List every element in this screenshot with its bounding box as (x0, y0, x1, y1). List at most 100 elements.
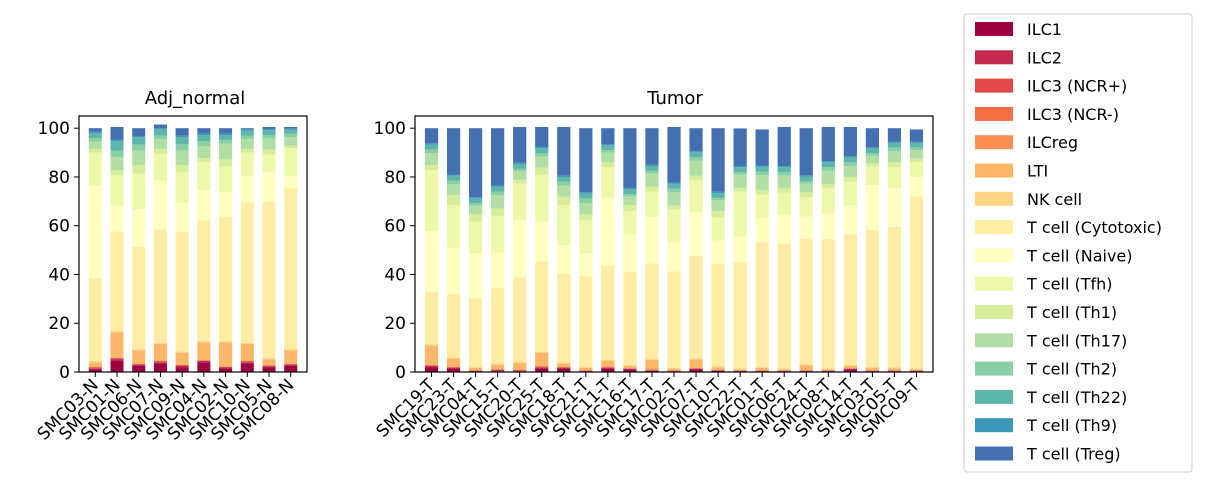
y-tick-label: 80 (384, 168, 406, 188)
bar-segment (284, 349, 298, 351)
bar-segment (535, 367, 549, 369)
bar-segment (689, 151, 703, 153)
bar-segment (601, 128, 615, 145)
bar-segment (424, 367, 439, 372)
bar-segment (755, 129, 769, 166)
bar-segment (821, 187, 835, 214)
bar-segment (446, 204, 461, 248)
legend-swatch (975, 191, 1013, 206)
chart-panel-tumor: Tumor SMC19-TSMC23-TSMC04-TSMC15-TSMC20-… (373, 88, 934, 442)
bar-segment (711, 370, 725, 372)
bar-segment (110, 231, 124, 332)
bar-segment (219, 143, 233, 160)
bar-segment (777, 172, 791, 176)
bar-segment (821, 167, 835, 171)
bar-segment (711, 197, 725, 201)
bar-segment (667, 242, 681, 272)
bar-segment (446, 128, 461, 175)
bar-segment (579, 198, 593, 204)
bar-segment (623, 368, 637, 370)
bar-segment (197, 133, 211, 136)
bar-segment (424, 365, 439, 366)
bar-segment (667, 182, 681, 184)
bar-segment (284, 128, 298, 130)
bar-segment (821, 170, 835, 185)
bar-segment (535, 156, 549, 168)
bar-segment (240, 135, 254, 140)
bar-segment (799, 175, 813, 177)
bar-segment (240, 128, 254, 130)
bar-segment (843, 176, 857, 182)
bar-segment (799, 365, 813, 371)
bar-segment (689, 212, 703, 256)
bar-segment (623, 189, 637, 195)
y-tick-label: 0 (59, 363, 70, 383)
bar-segment (240, 343, 254, 362)
bar-segment (284, 188, 298, 350)
bar-segment (645, 358, 659, 360)
bar-segment (821, 162, 835, 168)
bar-segment (132, 165, 146, 174)
legend-swatch (975, 305, 1013, 319)
bar-segment (645, 370, 659, 372)
bar-segment (865, 153, 879, 156)
bar-segment (513, 179, 527, 184)
bar-segment (579, 366, 593, 368)
bar-segment (262, 128, 276, 131)
bar-segment (513, 126, 527, 163)
bar-segment (733, 172, 747, 175)
legend-swatch (975, 276, 1013, 291)
bar-segment (579, 128, 593, 193)
bar-segment (469, 366, 483, 368)
bar-segment (909, 150, 924, 159)
bar-segment (887, 128, 902, 142)
bar-segment (733, 236, 747, 263)
bar-segment (284, 148, 298, 177)
bar-segment (132, 135, 146, 138)
bar-group (88, 124, 298, 372)
bar-segment (132, 349, 146, 351)
bar-segment (491, 128, 505, 186)
y-tick-label: 80 (48, 168, 70, 188)
bar-segment (132, 365, 146, 372)
bar-segment (557, 175, 571, 177)
legend-swatch (975, 135, 1013, 150)
bar-segment (110, 139, 124, 142)
bar-segment (689, 359, 703, 369)
bar-segment (843, 181, 857, 205)
bar-segment (284, 364, 298, 366)
bar-segment (424, 292, 439, 345)
bar-segment (711, 263, 725, 367)
bar-segment (197, 361, 211, 363)
bar-segment (601, 167, 615, 198)
bar-segment (755, 217, 769, 243)
bar-segment (446, 184, 461, 196)
bar-segment (284, 145, 298, 149)
bar-segment (284, 129, 298, 134)
bar-segment (865, 166, 879, 185)
bar-segment (424, 149, 439, 154)
bar-segment (821, 368, 835, 370)
bar-segment (865, 367, 879, 371)
bar-segment (446, 367, 461, 369)
bar-segment (623, 364, 637, 366)
bar-segment (843, 234, 857, 365)
bar-segment (240, 130, 254, 136)
bar-segment (491, 185, 505, 187)
bar-segment (535, 221, 549, 262)
legend-frame (963, 13, 1193, 473)
bar-segment (535, 167, 549, 175)
bar-segment (909, 142, 924, 148)
bar-segment (689, 255, 703, 359)
bar-segment (262, 154, 276, 172)
y-tick-label: 60 (384, 217, 406, 237)
bar-segment (219, 135, 233, 140)
bar-segment (219, 368, 233, 372)
bar-segment (262, 171, 276, 203)
bar-segment (667, 192, 681, 206)
bar-segment (843, 162, 857, 166)
bar-segment (645, 369, 659, 371)
bar-segment (219, 139, 233, 144)
bar-segment (175, 128, 189, 136)
bar-segment (557, 273, 571, 363)
